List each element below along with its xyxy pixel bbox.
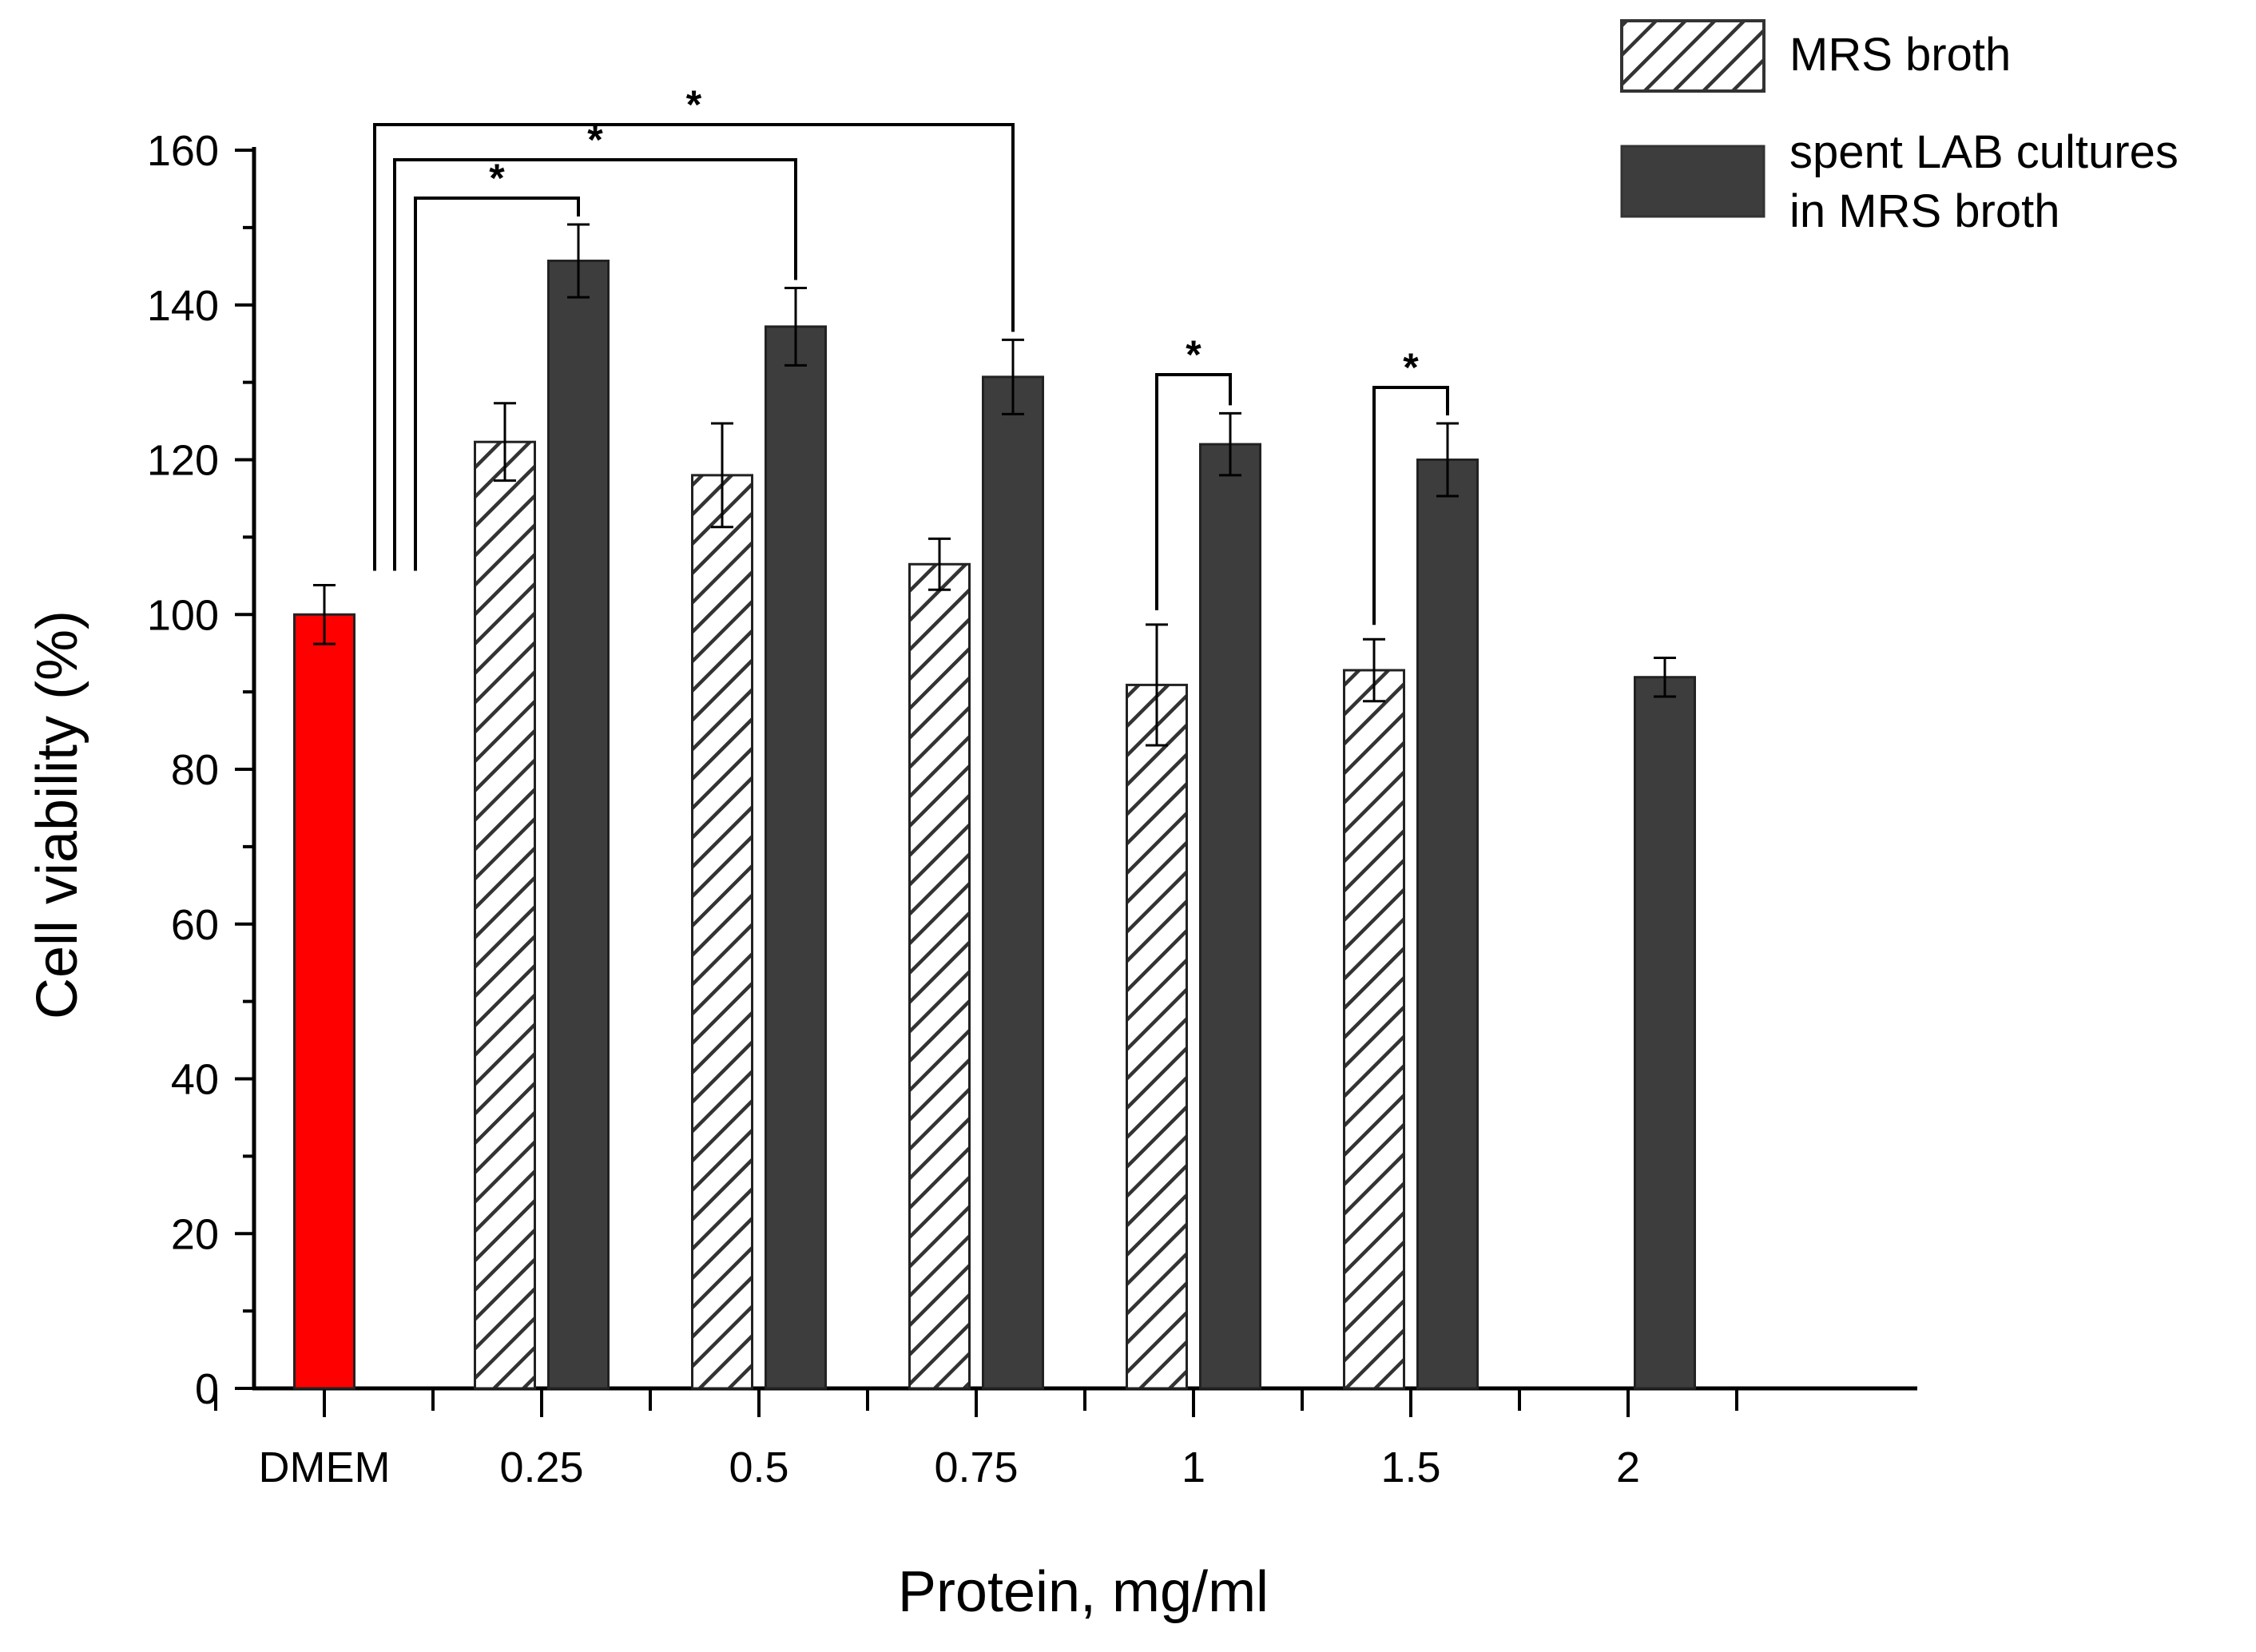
bar-series-0-1 [1126, 683, 1188, 1390]
significance-bracket-3 [373, 123, 1015, 571]
significance-bracket-5 [1372, 386, 1449, 625]
bar-series-1-1 [1199, 443, 1261, 1390]
legend-label-mrs-broth: MRS broth [1789, 29, 2011, 81]
x-tick-label: DMEM [259, 1444, 391, 1491]
y-tick-label: 140 [147, 282, 219, 330]
significance-bracket-1 [414, 197, 580, 571]
x-tick-label: 0.25 [499, 1444, 583, 1491]
y-tick-label: 80 [171, 746, 219, 794]
y-tick-label: 40 [171, 1056, 219, 1104]
bar-series-1-0.25 [547, 260, 610, 1390]
x-axis-title: Protein, mg/ml [898, 1560, 1269, 1624]
legend-label-spent-lab-line2: in MRS broth [1789, 185, 2059, 237]
x-tick-label: 1 [1182, 1444, 1205, 1491]
legend: MRS broth spent LAB cultures in MRS brot… [1620, 19, 2179, 237]
x-tick-label: 0.75 [934, 1444, 1018, 1491]
bar-series-1-0.75 [982, 375, 1044, 1390]
y-tick-label: 60 [171, 901, 219, 949]
bar-series-1-2 [1634, 676, 1696, 1390]
significance-bracket-4 [1155, 373, 1232, 610]
significance-star: * [686, 82, 702, 127]
bar-series-0-0.75 [908, 562, 971, 1390]
significance-star: * [1186, 332, 1201, 377]
y-tick-label: 100 [147, 591, 219, 639]
legend-swatch-spent-lab [1620, 145, 1765, 218]
y-tick-label: 160 [147, 127, 219, 175]
y-tick-label: 20 [171, 1210, 219, 1258]
significance-star: * [587, 117, 603, 162]
x-tick-label: 2 [1616, 1444, 1640, 1491]
bar-series-0-1.5 [1343, 669, 1405, 1390]
significance-star: * [489, 156, 505, 201]
y-tick-label: 120 [147, 437, 219, 485]
bar-series-0-0.5 [691, 474, 753, 1390]
legend-label-spent-lab-line1: spent LAB cultures [1789, 126, 2179, 178]
y-axis-title: Cell viability (%) [26, 610, 89, 1019]
bar-series-1-0.5 [765, 325, 827, 1390]
significance-star: * [1403, 345, 1419, 390]
legend-swatch-mrs-broth [1620, 19, 1765, 93]
bar-series-0-0.25 [474, 440, 536, 1390]
x-tick-label: 0.5 [729, 1444, 788, 1491]
x-tick-label: 1.5 [1380, 1444, 1440, 1491]
bar-dmem-control [293, 613, 355, 1390]
significance-bracket-2 [393, 158, 797, 571]
bar-series-1-1.5 [1416, 459, 1479, 1390]
